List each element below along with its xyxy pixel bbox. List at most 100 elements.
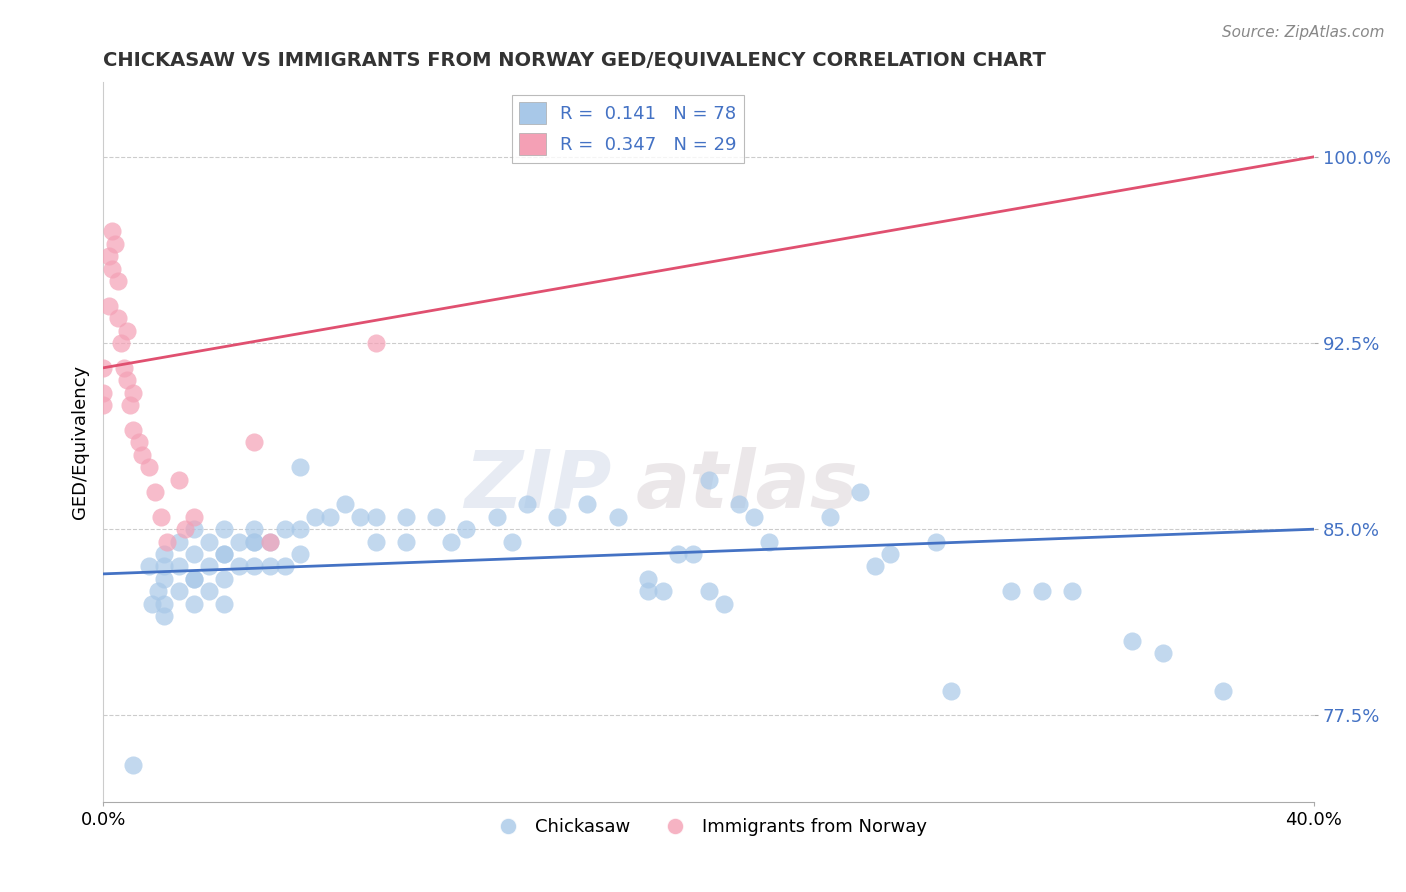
Point [485,509,508,524]
Point [156,534,179,549]
Point [501,534,523,549]
Point [183,522,205,536]
Point [440,534,463,549]
Text: atlas: atlas [636,447,859,524]
Point [167,473,190,487]
Point [682,547,704,561]
Point [349,509,371,524]
Point [697,473,720,487]
Point [288,547,311,561]
Point [198,559,221,574]
Point [152,572,174,586]
Point [1121,634,1143,648]
Point [939,683,962,698]
Point [212,572,235,586]
Point [146,584,169,599]
Point [128,435,150,450]
Text: ZIP: ZIP [464,447,612,524]
Point [288,522,311,536]
Point [637,572,659,586]
Point [364,509,387,524]
Point [120,398,142,412]
Point [652,584,675,599]
Point [606,509,628,524]
Point [141,597,163,611]
Point [758,534,780,549]
Point [364,534,387,549]
Point [212,597,235,611]
Point [101,261,124,276]
Point [274,522,297,536]
Point [198,534,221,549]
Point [425,509,447,524]
Point [516,497,538,511]
Point [1060,584,1083,599]
Point [228,559,250,574]
Point [149,509,172,524]
Point [91,360,114,375]
Point [112,360,135,375]
Point [395,534,418,549]
Point [117,324,139,338]
Point [863,559,886,574]
Point [152,609,174,624]
Point [1031,584,1053,599]
Point [101,224,124,238]
Point [143,485,166,500]
Point [259,559,281,574]
Point [212,547,235,561]
Point [122,758,145,772]
Point [138,559,160,574]
Point [104,236,127,251]
Point [183,572,205,586]
Point [364,336,387,351]
Point [456,522,478,536]
Point [259,534,281,549]
Point [152,559,174,574]
Point [138,460,160,475]
Point [395,509,418,524]
Point [122,423,145,437]
Point [713,597,735,611]
Point [259,534,281,549]
Point [131,448,153,462]
Point [637,584,659,599]
Point [243,559,266,574]
Point [183,572,205,586]
Point [183,597,205,611]
Point [212,547,235,561]
Point [1212,683,1234,698]
Point [243,534,266,549]
Point [167,584,190,599]
Point [304,509,326,524]
Point [167,534,190,549]
Point [98,249,121,263]
Point [198,584,221,599]
Point [228,534,250,549]
Point [546,509,568,524]
Point [212,522,235,536]
Point [924,534,946,549]
Point [167,559,190,574]
Point [849,485,872,500]
Point [742,509,765,524]
Point [818,509,841,524]
Point [879,547,901,561]
Point [98,299,121,313]
Point [335,497,357,511]
Point [91,398,114,412]
Point [697,584,720,599]
Point [288,460,311,475]
Point [122,385,145,400]
Point [91,385,114,400]
Legend: Chickasaw, Immigrants from Norway: Chickasaw, Immigrants from Norway [482,811,935,844]
Point [576,497,599,511]
Point [173,522,195,536]
Y-axis label: GED/Equivalency: GED/Equivalency [72,365,89,519]
Point [107,311,129,326]
Point [107,274,129,288]
Point [243,522,266,536]
Text: Source: ZipAtlas.com: Source: ZipAtlas.com [1222,25,1385,40]
Point [183,547,205,561]
Point [319,509,342,524]
